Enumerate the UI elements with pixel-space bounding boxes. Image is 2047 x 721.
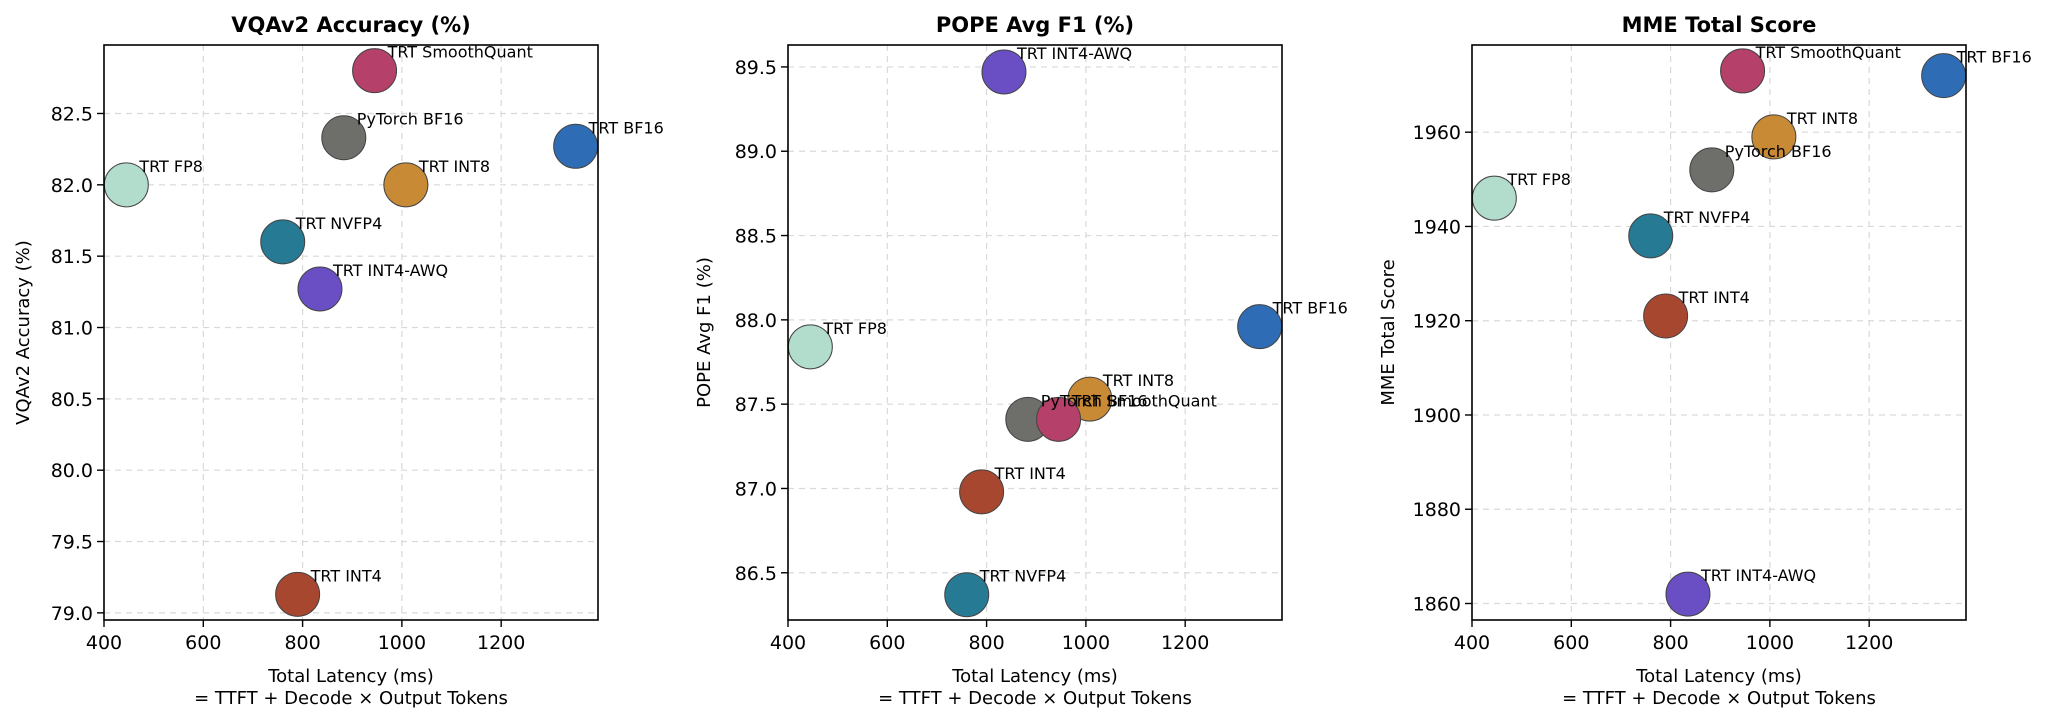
y-tick-label: 88.5	[735, 226, 777, 248]
x-tick-label: 800	[284, 632, 320, 654]
y-tick-label: 87.5	[735, 394, 777, 416]
x-tick-label: 1200	[477, 632, 525, 654]
x-axis-label: Total Latency (ms)	[951, 666, 1118, 687]
data-point	[1720, 48, 1766, 94]
point-label: TRT INT8	[418, 157, 490, 176]
y-tick-label: 81.5	[51, 246, 93, 268]
x-tick-label: 1200	[1845, 632, 1893, 654]
y-tick-label: 89.5	[735, 57, 777, 79]
point-label: TRT INT4-AWQ	[1016, 44, 1132, 63]
plot-frame	[787, 44, 1283, 621]
y-tick-label: 1900	[1413, 405, 1461, 427]
point-label: TRT BF16	[1956, 48, 2032, 67]
data-point	[260, 219, 306, 265]
data-point	[1751, 114, 1797, 160]
point-label: TRT SmoothQuant	[1755, 43, 1901, 62]
y-axis-label: VQAv2 Accuracy (%)	[13, 240, 34, 425]
point-label: TRT SmoothQuant	[1071, 391, 1217, 410]
y-tick-label: 80.5	[51, 389, 93, 411]
data-point	[297, 266, 343, 312]
data-point	[383, 162, 429, 208]
chart-title: POPE Avg F1 (%)	[936, 13, 1134, 37]
y-tick-label: 79.5	[51, 532, 93, 554]
data-point	[1689, 147, 1735, 193]
x-tick-label: 400	[770, 632, 806, 654]
y-tick-label: 89.0	[735, 141, 777, 163]
x-tick-label: 400	[86, 632, 122, 654]
point-label: TRT NVFP4	[1663, 208, 1751, 227]
y-tick-label: 87.0	[735, 478, 777, 500]
point-label: PyTorch BF16	[1041, 391, 1148, 410]
x-tick-label: 400	[1454, 632, 1490, 654]
x-tick-label: 800	[1652, 632, 1688, 654]
y-tick-label: 79.0	[51, 603, 93, 625]
y-tick-label: 81.0	[51, 318, 93, 340]
y-tick-label: 1940	[1413, 216, 1461, 238]
plot-frame	[103, 44, 599, 621]
point-label: TRT SmoothQuant	[387, 43, 533, 62]
x-axis-label-formula: = TTFT + Decode × Output Tokens	[1562, 688, 1876, 709]
y-axis-label: MME Total Score	[1378, 259, 1399, 405]
point-label: TRT FP8	[138, 157, 203, 176]
y-tick-label: 1880	[1413, 499, 1461, 521]
y-tick-label: 82.0	[51, 175, 93, 197]
point-label: TRT INT8	[1102, 371, 1174, 390]
data-point	[1665, 571, 1711, 617]
data-point	[959, 469, 1005, 515]
point-label: TRT INT8	[1786, 109, 1858, 128]
y-tick-label: 1920	[1413, 311, 1461, 333]
x-tick-label: 1000	[1062, 632, 1110, 654]
chart-title: MME Total Score	[1622, 13, 1817, 37]
y-tick-label: 1860	[1413, 594, 1461, 616]
x-tick-label: 600	[185, 632, 221, 654]
point-label: TRT INT4	[1678, 288, 1750, 307]
y-tick-label: 1960	[1413, 122, 1461, 144]
y-tick-label: 88.0	[735, 310, 777, 332]
y-tick-label: 86.5	[735, 563, 777, 585]
data-point	[944, 572, 990, 618]
point-label: TRT INT4	[310, 566, 382, 585]
point-label: TRT FP8	[822, 319, 887, 338]
point-label: TRT BF16	[588, 118, 664, 137]
x-tick-label: 1000	[1746, 632, 1794, 654]
x-tick-label: 600	[869, 632, 905, 654]
plot-frame	[1471, 44, 1967, 621]
data-point	[981, 49, 1027, 95]
point-label: TRT FP8	[1506, 170, 1571, 189]
chart-title: VQAv2 Accuracy (%)	[231, 13, 471, 37]
x-axis-label: Total Latency (ms)	[1635, 666, 1802, 687]
point-label: TRT NVFP4	[295, 214, 383, 233]
x-tick-label: 600	[1553, 632, 1589, 654]
point-label: TRT INT4-AWQ	[1700, 566, 1816, 585]
point-label: TRT BF16	[1272, 299, 1348, 318]
y-axis-label: POPE Avg F1 (%)	[694, 257, 715, 408]
point-label: PyTorch BF16	[1725, 142, 1832, 161]
chart-panel-2: 400 600 800 1000 1200 86.5 87.0 87.5 88.0 88.5 89.…	[694, 13, 1348, 709]
point-label: PyTorch BF16	[357, 110, 464, 129]
chart-panel-3: 400 600 800 1000 1200 1860 1880 1900 1920 1940 196…	[1378, 13, 2032, 709]
x-axis-label-formula: = TTFT + Decode × Output Tokens	[194, 688, 508, 709]
point-label: TRT INT4-AWQ	[332, 261, 448, 280]
data-point	[1036, 396, 1082, 442]
x-tick-label: 800	[968, 632, 1004, 654]
x-axis-label-formula: = TTFT + Decode × Output Tokens	[878, 688, 1192, 709]
y-tick-label: 82.5	[51, 103, 93, 125]
x-tick-label: 1000	[378, 632, 426, 654]
x-tick-label: 1200	[1161, 632, 1209, 654]
data-point	[1628, 213, 1674, 259]
data-point	[321, 115, 367, 161]
chart-panel-1: 400 600 800 1000 1200 79.0 79.5 80.0 80.5 81.0 81.…	[13, 13, 664, 709]
y-tick-label: 80.0	[51, 460, 93, 482]
x-axis-label: Total Latency (ms)	[267, 666, 434, 687]
data-point	[1643, 293, 1689, 339]
point-label: TRT INT4	[994, 464, 1066, 483]
data-point	[275, 571, 321, 617]
data-point	[352, 48, 398, 94]
point-label: TRT NVFP4	[979, 567, 1067, 586]
